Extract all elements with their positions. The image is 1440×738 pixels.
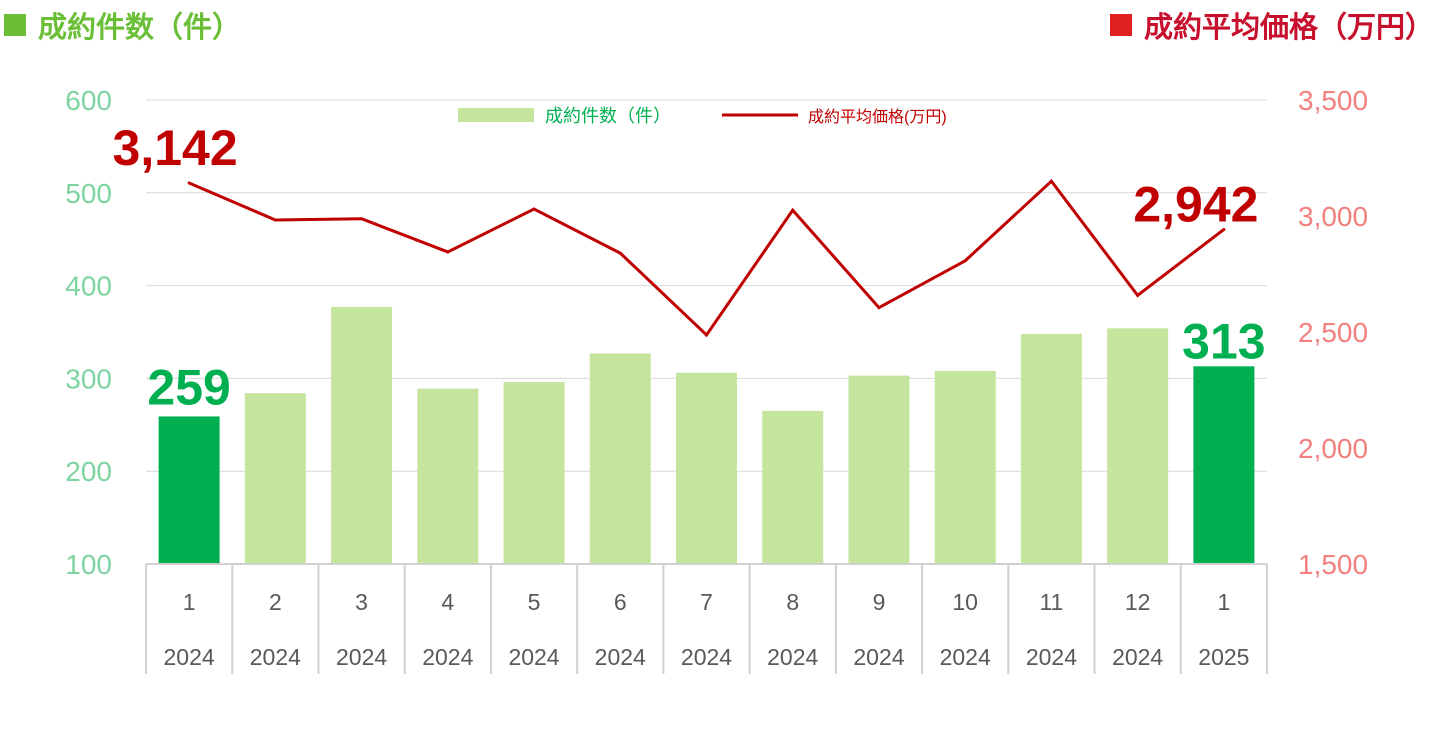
year-label: 2024 (336, 644, 387, 670)
year-label: 2024 (595, 644, 646, 670)
month-label: 11 (1039, 589, 1063, 615)
legend-bar-label: 成約件数（件） (545, 106, 671, 126)
left-axis-tick-label: 100 (65, 549, 112, 580)
bar (676, 372, 737, 564)
legend-line-label: 成約平均価格(万円) (808, 108, 947, 126)
bar (331, 306, 393, 564)
line-point (618, 251, 622, 255)
bar (1107, 328, 1169, 564)
year-label: 2024 (1112, 644, 1163, 670)
year-label: 2024 (164, 644, 215, 670)
line-point (446, 250, 450, 254)
year-label: 2024 (1026, 644, 1077, 670)
left-axis-tick-label: 600 (65, 85, 112, 116)
data-label: 3,142 (113, 120, 238, 176)
month-label: 2 (269, 589, 282, 615)
bar (589, 353, 651, 564)
right-axis-tick-label: 3,500 (1298, 85, 1368, 116)
bar (417, 388, 479, 564)
year-label: 2024 (681, 644, 732, 670)
bar (503, 382, 565, 564)
month-label: 4 (441, 589, 454, 615)
year-label: 2025 (1198, 644, 1249, 670)
line-point (273, 218, 277, 222)
line-series-header: 成約平均価格（万円） (1109, 4, 1434, 46)
data-label: 313 (1182, 313, 1265, 369)
line-point (705, 333, 708, 337)
green-square-icon (4, 14, 26, 36)
data-label: 259 (147, 359, 230, 415)
bar (1020, 333, 1082, 564)
right-axis-tick-label: 3,000 (1298, 201, 1368, 232)
month-label: 12 (1125, 589, 1151, 615)
year-label: 2024 (250, 644, 301, 670)
bar-series-header: 成約件数（件） (4, 4, 241, 46)
line-point (791, 208, 795, 212)
month-label: 9 (873, 589, 886, 615)
data-label: 2,942 (1133, 176, 1258, 232)
month-label: 7 (700, 589, 713, 615)
right-axis-tick-label: 2,500 (1298, 317, 1368, 348)
right-axis-tick-label: 2,000 (1298, 433, 1368, 464)
year-label: 2024 (853, 644, 904, 670)
line-point (1049, 179, 1053, 183)
line-point (360, 217, 364, 221)
month-label: 10 (952, 589, 978, 615)
bar (762, 410, 824, 564)
red-square-icon (1109, 14, 1132, 36)
bar-series-header-text: 成約件数（件） (38, 10, 242, 44)
bar (244, 393, 306, 564)
year-label: 2024 (767, 644, 818, 670)
month-label: 1 (1217, 589, 1230, 615)
bar (158, 416, 220, 564)
line-point (532, 207, 536, 211)
left-axis-tick-label: 400 (65, 271, 112, 302)
line-point (877, 306, 881, 310)
line-series-header-text: 成約平均価格（万円） (1143, 10, 1434, 44)
line-point (187, 181, 191, 185)
bar (934, 370, 996, 564)
line-point (963, 259, 967, 263)
legend-bar-swatch (458, 108, 534, 122)
month-label: 3 (355, 589, 368, 615)
year-label: 2024 (422, 644, 473, 670)
bar (848, 375, 910, 564)
month-label: 6 (614, 589, 627, 615)
month-label: 1 (183, 589, 196, 615)
month-label: 8 (786, 589, 799, 615)
year-label: 2024 (940, 644, 991, 670)
month-label: 5 (528, 589, 541, 615)
left-axis-tick-label: 500 (65, 178, 112, 209)
line-point (1136, 293, 1140, 297)
year-label: 2024 (508, 644, 559, 670)
left-axis-tick-label: 300 (65, 363, 112, 394)
line-point (1222, 227, 1226, 231)
right-axis-tick-label: 1,500 (1298, 549, 1368, 580)
left-axis-tick-label: 200 (65, 456, 112, 487)
bar (1193, 366, 1255, 564)
